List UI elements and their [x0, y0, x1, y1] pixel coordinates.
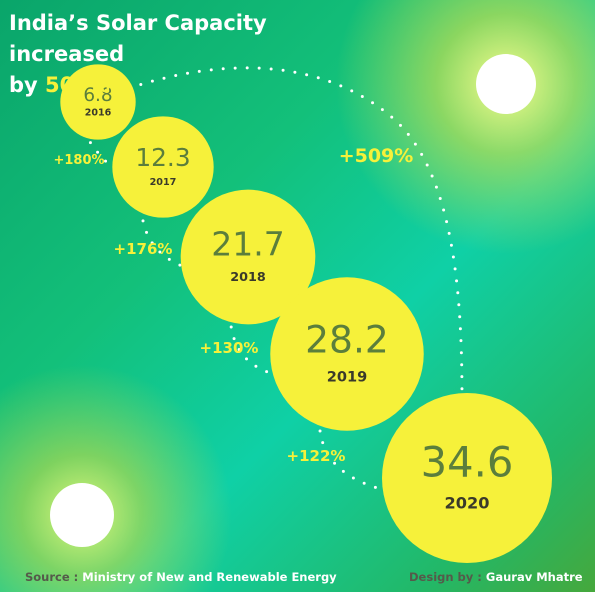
source-note: Source : Ministry of New and Renewable E…	[25, 570, 337, 584]
bubble-mark	[60, 64, 136, 140]
source-value: Ministry of New and Renewable Energy	[82, 570, 337, 584]
bubbles: 6.8 2016 12.3 2017 21.7 2018 28.2 2019 34.6 2020	[60, 64, 552, 563]
year-label: 2017	[150, 177, 177, 188]
source-label: Source :	[25, 570, 83, 584]
credit-value: Gaurav Mhatre	[485, 570, 583, 584]
year-label: 2019	[327, 369, 368, 386]
value-label: 21.7	[211, 225, 284, 264]
title-line-2: by 509%	[9, 70, 389, 101]
bubble-mark	[112, 116, 214, 218]
bubble-mark	[270, 277, 424, 431]
year-label: 2020	[445, 494, 490, 513]
title-highlight: 509%	[45, 73, 110, 97]
value-label: 12.3	[135, 143, 190, 172]
growth-label: +130%	[200, 339, 259, 357]
growth-label: +176%	[114, 240, 173, 258]
title-line-1: India’s Solar Capacity increased	[9, 11, 267, 66]
value-label: 28.2	[305, 317, 389, 361]
growth-label: +180%	[53, 153, 104, 168]
value-label: 34.6	[421, 437, 514, 486]
year-label: 2018	[230, 270, 266, 285]
bubble-2020: 34.6 2020	[382, 393, 552, 563]
credit-label: Design by :	[409, 570, 486, 584]
credit-note: Design by : Gaurav Mhatre	[409, 570, 583, 584]
bubble-2016: 6.8 2016	[60, 64, 136, 140]
sun-icon	[476, 54, 536, 114]
total-growth-label: +509%	[339, 145, 414, 167]
bubble-2019: 28.2 2019	[270, 277, 424, 431]
chart-title: India’s Solar Capacity increased by 509%	[9, 8, 389, 101]
year-label: 2016	[85, 108, 112, 119]
title-prefix: by	[9, 73, 46, 97]
bubble-mark	[180, 189, 316, 325]
sun-icon	[50, 483, 114, 547]
value-label: 6.8	[83, 85, 112, 106]
growth-label: +122%	[287, 447, 346, 465]
growth-labels: +180% +176% +130% +122% +509%	[53, 145, 413, 465]
bubble-2017: 12.3 2017	[112, 116, 214, 218]
bubble-2018: 21.7 2018	[180, 189, 316, 325]
bubble-mark	[382, 393, 552, 563]
